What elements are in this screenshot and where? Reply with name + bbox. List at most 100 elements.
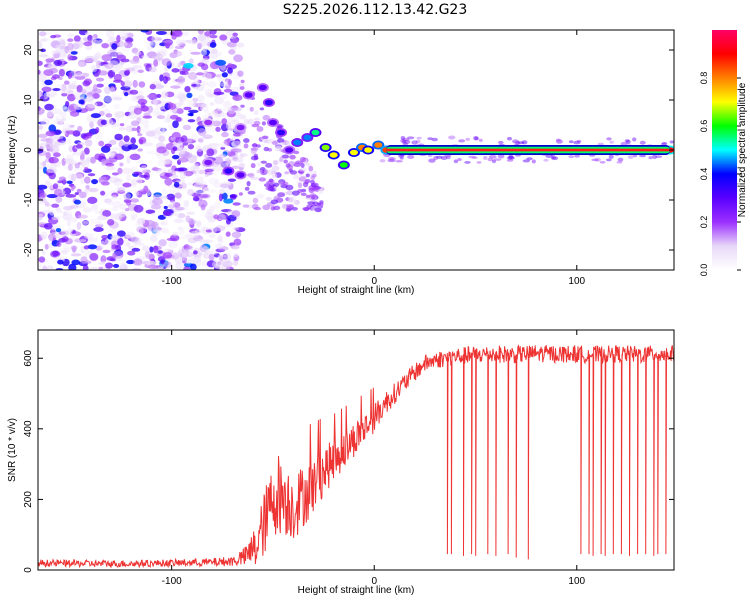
noise-blob <box>74 91 85 100</box>
noise-blob <box>201 57 210 65</box>
noise-blob <box>170 136 176 141</box>
noise-blob <box>78 239 87 243</box>
noise-blob <box>106 198 113 206</box>
noise-blob <box>209 41 217 48</box>
noise-blob <box>183 63 194 69</box>
noise-blob <box>87 196 98 204</box>
noise-blob <box>79 159 87 167</box>
noise-blob <box>267 169 274 176</box>
noise-blob <box>209 30 217 35</box>
noise-blob <box>156 93 162 98</box>
noise-blob <box>53 53 60 59</box>
noise-blob <box>198 169 206 175</box>
noise-blob <box>153 84 165 90</box>
noise-blob <box>221 72 228 78</box>
noise-blob <box>125 69 131 75</box>
ridge-point <box>244 92 253 98</box>
noise-blob <box>112 252 117 260</box>
noise-blob <box>62 187 72 195</box>
noise-blob <box>218 143 227 148</box>
snr-xlabel: Height of straight line (km) <box>298 585 415 596</box>
noise-blob <box>91 65 98 72</box>
noise-blob <box>177 226 184 231</box>
noise-blob <box>83 147 90 155</box>
noise-blob <box>177 61 182 68</box>
noise-blob <box>308 165 314 172</box>
noise-blob <box>95 127 100 134</box>
noise-blob <box>483 155 488 160</box>
noise-blob <box>387 159 396 163</box>
noise-blob <box>77 61 85 68</box>
noise-blob <box>105 113 113 118</box>
noise-blob <box>140 165 148 172</box>
noise-blob <box>181 71 189 76</box>
noise-blob <box>231 165 240 169</box>
noise-blob <box>150 99 162 105</box>
noise-blob <box>61 157 66 166</box>
steady-band-core <box>386 148 670 152</box>
noise-blob <box>58 50 67 58</box>
noise-blob <box>62 213 73 221</box>
noise-blob <box>453 159 459 164</box>
noise-blob <box>46 164 58 169</box>
noise-blob <box>140 30 149 33</box>
noise-blob <box>148 66 157 73</box>
noise-blob <box>185 258 192 265</box>
noise-blob <box>300 175 307 180</box>
noise-blob <box>119 211 126 218</box>
noise-blob <box>137 69 144 73</box>
snr-xtick-label: 0 <box>371 576 377 587</box>
noise-blob <box>219 183 230 189</box>
noise-blob <box>84 166 89 171</box>
noise-blob <box>263 146 270 152</box>
noise-blob <box>204 168 214 173</box>
noise-blob <box>407 154 415 159</box>
ridge-point <box>236 172 245 178</box>
noise-blob <box>67 54 73 61</box>
noise-blob <box>151 55 163 60</box>
noise-blob <box>89 266 100 270</box>
noise-blob <box>61 236 69 243</box>
noise-blob <box>616 160 623 164</box>
noise-blob <box>605 158 612 162</box>
noise-blob <box>217 254 227 258</box>
noise-blob <box>209 247 216 255</box>
noise-blob <box>232 252 239 258</box>
noise-blob <box>172 146 178 152</box>
noise-blob <box>551 156 559 161</box>
noise-blob <box>197 79 202 84</box>
noise-blob <box>138 136 147 145</box>
noise-blob <box>155 111 166 115</box>
noise-blob <box>66 227 74 233</box>
noise-blob <box>211 120 222 127</box>
noise-blob <box>169 200 176 207</box>
noise-blob <box>233 132 241 137</box>
noise-blob <box>53 59 63 66</box>
noise-blob <box>46 167 58 174</box>
noise-blob <box>111 194 118 200</box>
noise-blob <box>149 234 158 242</box>
noise-blob <box>98 266 104 270</box>
noise-blob <box>95 77 105 82</box>
ridge-point <box>224 168 233 174</box>
noise-blob <box>250 147 259 151</box>
noise-blob <box>148 40 160 47</box>
noise-blob <box>568 140 574 144</box>
noise-blob <box>440 155 448 160</box>
noise-blob <box>170 252 180 260</box>
noise-blob <box>144 250 151 258</box>
noise-blob <box>661 141 668 145</box>
noise-blob <box>599 160 606 164</box>
noise-blob <box>48 68 58 74</box>
noise-blob <box>221 192 228 200</box>
noise-blob <box>130 95 136 102</box>
noise-blob <box>124 76 130 82</box>
noise-blob <box>277 125 283 129</box>
noise-blob <box>190 51 202 55</box>
noise-blob <box>73 199 81 205</box>
noise-blob <box>217 76 224 83</box>
noise-blob <box>169 189 181 194</box>
noise-blob <box>63 205 74 211</box>
noise-blob <box>159 74 164 82</box>
noise-blob <box>40 48 46 53</box>
